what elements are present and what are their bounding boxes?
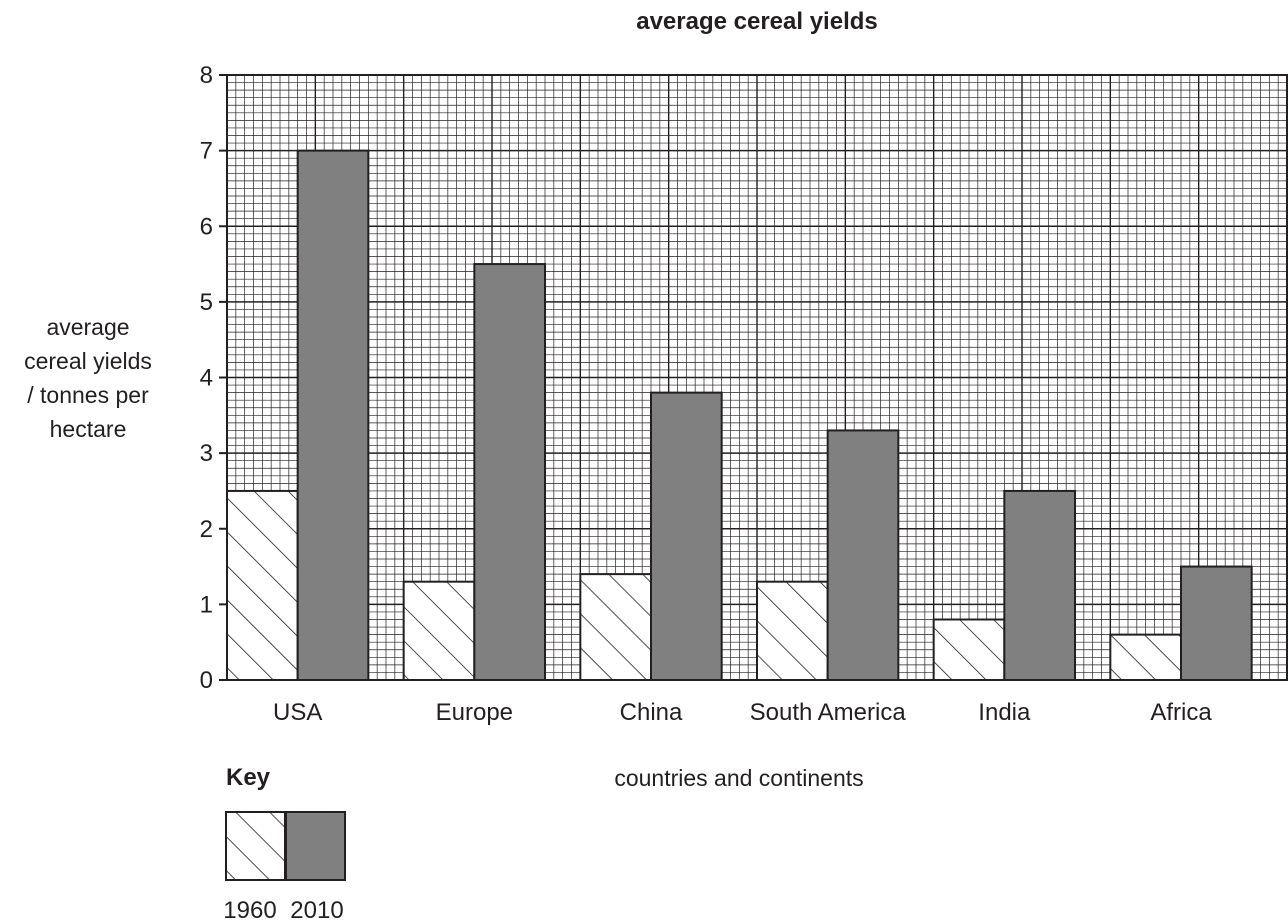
bar-2010-africa xyxy=(1180,565,1253,681)
legend-label-2010: 2010 xyxy=(290,897,343,923)
y-tick-label: 6 xyxy=(200,213,213,240)
bar-1960-africa xyxy=(1109,633,1183,681)
y-axis-label-line: average xyxy=(46,314,129,340)
y-tick-label: 3 xyxy=(200,440,213,467)
y-axis-label: average cereal yields / tonnes per hectare xyxy=(24,314,152,442)
plot-grid xyxy=(226,74,1288,681)
legend-swatch-2010 xyxy=(285,811,346,881)
y-tick-label: 8 xyxy=(200,62,213,89)
x-tick-label: China xyxy=(620,699,683,726)
legend-swatch-1960 xyxy=(225,811,286,881)
y-axis-label-line: hectare xyxy=(50,416,127,442)
bar-1960-usa xyxy=(226,489,299,681)
x-axis-categories: USA Europe China South America India Africa xyxy=(273,699,1212,726)
x-tick-label: South America xyxy=(750,699,907,726)
legend-label-1960: 1960 xyxy=(223,897,276,923)
bar-1960-south-america xyxy=(756,580,829,681)
x-tick-label: India xyxy=(978,699,1031,726)
y-tick-label: 2 xyxy=(200,516,213,543)
bar-1960-india xyxy=(932,618,1006,681)
y-axis-label-line: / tonnes per xyxy=(27,382,149,408)
bar-2010-europe xyxy=(473,263,547,681)
x-tick-label: USA xyxy=(273,699,322,726)
bar-2010-usa xyxy=(296,149,370,681)
x-axis-label: countries and continents xyxy=(614,765,863,791)
y-tick-label: 7 xyxy=(200,138,213,165)
x-tick-label: Africa xyxy=(1150,699,1212,726)
legend-title: Key xyxy=(226,764,271,791)
y-tick-label: 5 xyxy=(200,289,213,316)
y-tick-label: 1 xyxy=(200,591,213,618)
bars xyxy=(226,149,1253,681)
chart-title: average cereal yields xyxy=(636,8,878,35)
bar-2010-south-america xyxy=(826,429,900,681)
x-tick-label: Europe xyxy=(436,699,513,726)
y-tick-label: 4 xyxy=(200,365,213,392)
bar-2010-china xyxy=(650,391,723,681)
bar-2010-india xyxy=(1003,489,1076,681)
bar-1960-china xyxy=(579,573,652,681)
bar-1960-europe xyxy=(402,580,476,681)
y-axis-label-line: cereal yields xyxy=(24,348,152,374)
y-tick-label: 0 xyxy=(200,667,213,694)
legend: Key 1960 2010 xyxy=(223,764,346,923)
y-axis-ticks: 0 1 2 3 4 5 6 7 8 xyxy=(200,62,227,694)
